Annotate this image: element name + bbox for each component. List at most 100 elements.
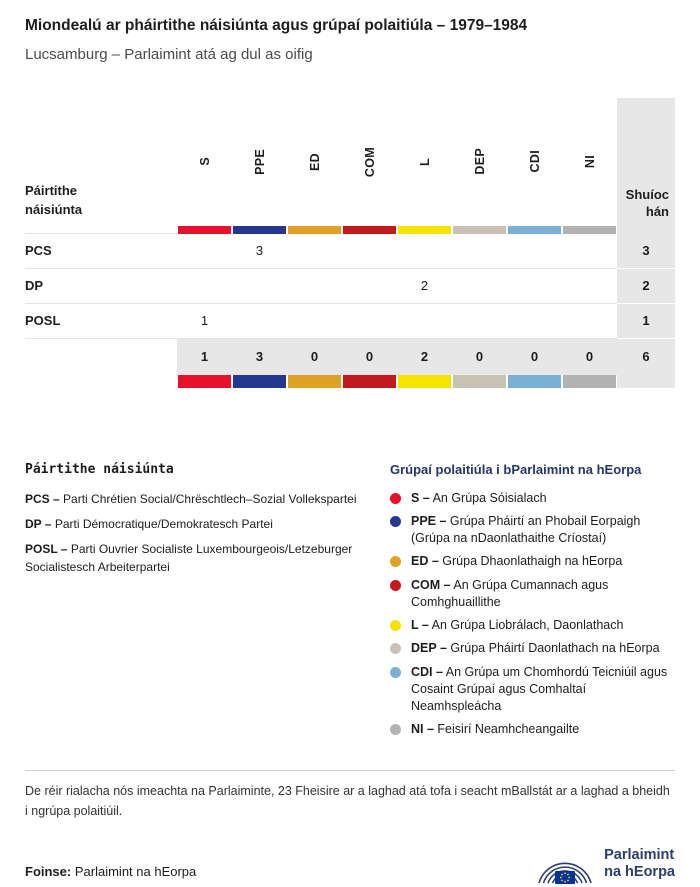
group-label-ppe: PPE (252, 148, 267, 175)
value-cell (397, 234, 452, 269)
value-cell (342, 269, 397, 304)
row-header-label: Páirtithe náisiúnta (25, 182, 83, 217)
value-cell (232, 269, 287, 304)
value-cell (397, 304, 452, 339)
group-label-ni: NI (582, 155, 597, 169)
ep-logo-wordmark: Parlaimint na hEorpa (604, 846, 675, 880)
political-groups-legend: Grúpaí polaitiúla i bParlaimint na hEorp… (390, 462, 675, 745)
total-value-cell: 3 (232, 338, 287, 375)
value-cell (177, 234, 232, 269)
value-cell (342, 304, 397, 339)
value-cell (507, 234, 562, 269)
group-column-header: CDI (507, 98, 562, 226)
row-header-label-cell: Páirtithe náisiúnta (25, 98, 177, 226)
total-value-cell: 0 (562, 338, 617, 375)
value-cell (452, 234, 507, 269)
group-label-ed: ED (307, 152, 322, 171)
value-cell (287, 269, 342, 304)
parties-legend-heading: Páirtithe náisiúnta (25, 461, 174, 477)
totals-row: 1 3 0 0 2 0 0 0 6 (25, 338, 675, 375)
value-cell (562, 269, 617, 304)
group-legend-item: DEP – Grúpa Pháirtí Daonlathach na hEorp… (390, 640, 675, 657)
seats-total-cell: 3 (617, 233, 675, 269)
value-cell (177, 269, 232, 304)
group-color-dot (390, 579, 401, 591)
group-color-dot (390, 515, 401, 527)
seats-column-band (617, 225, 675, 234)
empty-cell (25, 339, 177, 375)
footer-divider (25, 769, 675, 771)
group-label-s: S (197, 157, 212, 166)
total-value-cell: 0 (342, 338, 397, 375)
seats-total-cell: 2 (617, 268, 675, 304)
party-legend-item: POSL – Parti Ouvrier Socialiste Luxembou… (25, 541, 353, 574)
color-bar-ppe (233, 225, 286, 234)
group-column-header: ED (287, 98, 342, 226)
european-parliament-logo-icon (538, 862, 592, 884)
group-column-header: COM (342, 98, 397, 226)
group-column-header: DEP (452, 98, 507, 226)
source-value: Parlaimint na hEorpa (74, 863, 197, 879)
group-color-dot (390, 556, 401, 568)
footer-bottom-row: Foinse: Parlaimint na hEorpa (25, 841, 675, 887)
group-legend-item: L – An Grúpa Liobrálach, Daonlathach (390, 617, 675, 634)
party-legend-item: PCS – Parti Chrétien Social/Chrëschtlech… (25, 491, 357, 506)
source-line: Foinse: Parlaimint na hEorpa (25, 864, 196, 887)
color-bar-s (178, 374, 231, 388)
seats-table: Páirtithe náisiúnta S PPE ED COM L DEP C… (25, 97, 675, 388)
total-value-cell: 1 (177, 338, 232, 375)
value-cell (452, 304, 507, 339)
color-bar-cdi (508, 374, 561, 388)
color-bar-dep (453, 374, 506, 388)
value-cell (287, 304, 342, 339)
color-bar-dep (453, 225, 506, 234)
group-color-dot (390, 620, 401, 632)
group-legend-item: PPE – Grúpa Pháirtí an Phobail Eorpaigh … (390, 513, 675, 548)
color-bar-ni (563, 225, 616, 234)
color-bar-com (343, 225, 396, 234)
empty-cell (25, 375, 177, 388)
color-bar-l (398, 374, 451, 388)
seats-column-header: Shuíochán (617, 97, 675, 226)
value-cell: 3 (232, 234, 287, 269)
total-value-cell: 2 (397, 338, 452, 375)
value-cell: 1 (177, 304, 232, 339)
group-legend-item: CDI – An Grúpa um Chomhordú Teicniúil ag… (390, 664, 675, 716)
grand-total-cell: 6 (617, 338, 675, 375)
source-label: Foinse: (25, 863, 72, 879)
table-row: PCS 3 3 (25, 233, 675, 269)
group-label-dep: DEP (472, 148, 487, 175)
footer-note: De réir rialacha nós imeachta na Parlaim… (25, 783, 670, 818)
party-name: PCS (25, 234, 177, 269)
group-column-header: NI (562, 98, 617, 226)
ep-logo-block: Parlaimint na hEorpa (534, 841, 675, 887)
value-cell (452, 269, 507, 304)
color-bar-ppe (233, 374, 286, 388)
group-color-bars-top (25, 225, 675, 234)
group-legend-item: NI – Feisirí Neamhcheangailte (390, 721, 675, 738)
color-bar-ni (563, 374, 616, 388)
group-column-header: S (177, 98, 232, 226)
total-value-cell: 0 (507, 338, 562, 375)
group-color-dot (390, 666, 401, 678)
table-row: POSL 1 1 (25, 303, 675, 339)
table-row: DP 2 2 (25, 268, 675, 304)
national-parties-legend: Páirtithe náisiúnta PCS – Parti Chrétien… (25, 462, 375, 745)
group-legend-item: COM – An Grúpa Cumannach agus Comhghuail… (390, 577, 675, 612)
value-cell (232, 304, 287, 339)
color-bar-com (343, 374, 396, 388)
total-value-cell: 0 (287, 338, 342, 375)
page-subtitle: Lucsamburg – Parlaimint atá ag dul as oi… (25, 46, 313, 64)
value-cell (507, 304, 562, 339)
value-cell (562, 304, 617, 339)
color-bar-ed (288, 225, 341, 234)
group-color-dot (390, 492, 401, 504)
color-bar-ed (288, 374, 341, 388)
color-bar-s (178, 225, 231, 234)
total-value-cell: 0 (452, 338, 507, 375)
group-legend-item: S – An Grúpa Sóisialach (390, 490, 675, 507)
value-cell: 2 (397, 269, 452, 304)
value-cell (562, 234, 617, 269)
color-bar-cdi (508, 225, 561, 234)
group-column-header: PPE (232, 98, 287, 226)
